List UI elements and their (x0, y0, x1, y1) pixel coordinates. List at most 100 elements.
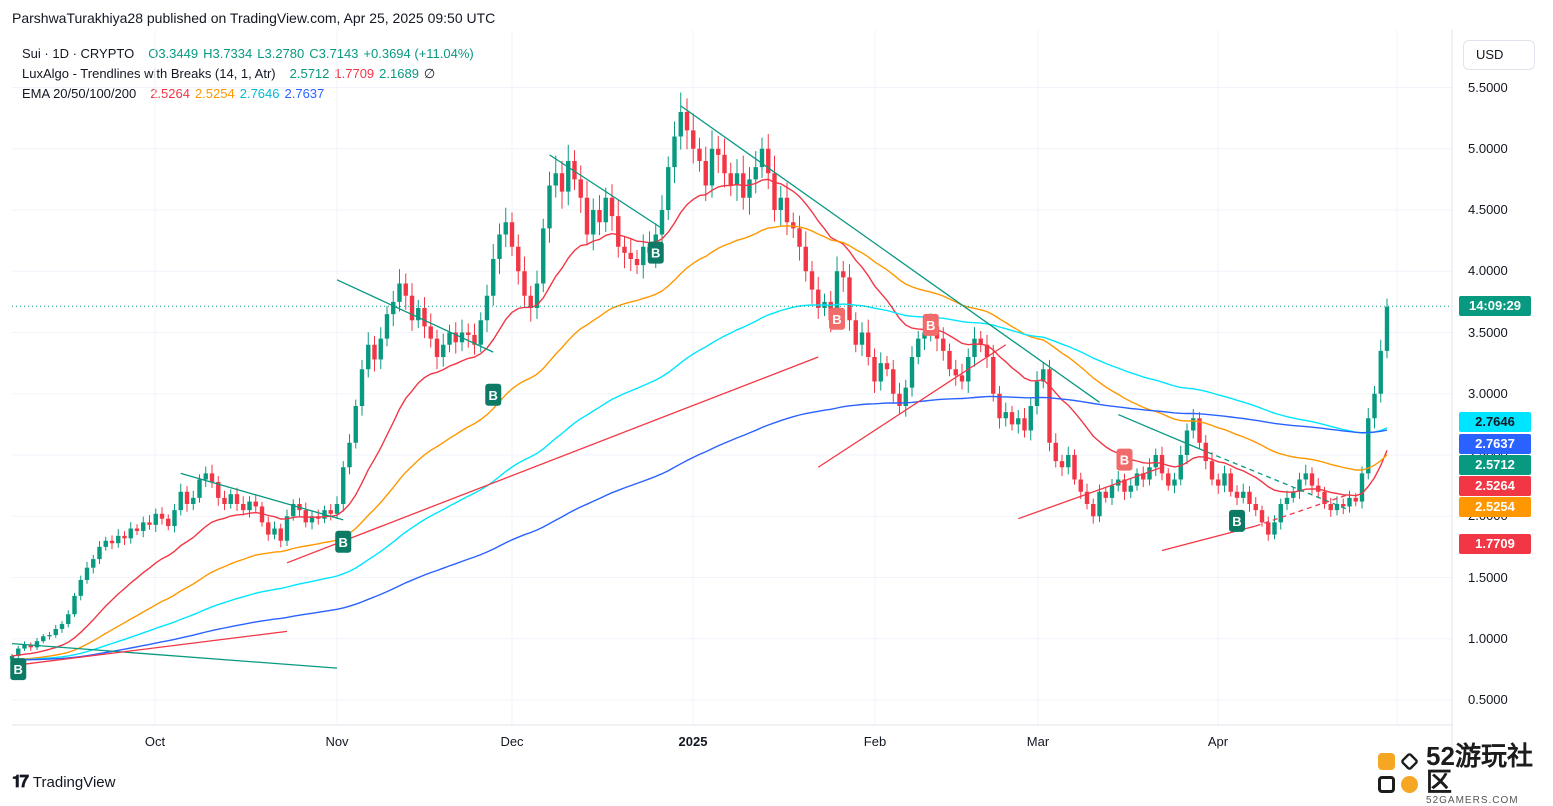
candle-body (209, 473, 215, 482)
candle (853, 312, 858, 353)
candle (1297, 472, 1302, 500)
candle (428, 313, 433, 348)
candle (1091, 498, 1096, 524)
legend-high: H3.7334 (203, 46, 253, 61)
candle (584, 180, 590, 246)
candle-body (984, 344, 990, 357)
candle-body (291, 504, 296, 517)
candle-body (447, 332, 452, 345)
uptrend-line (286, 356, 819, 564)
candle-body (41, 636, 46, 642)
candle-body (278, 528, 283, 541)
candle-body (516, 246, 521, 272)
indicator-price-tag: 1.7709 (1459, 534, 1531, 554)
legend-luxalgo-label[interactable]: LuxAlgo - Trendlines with Breaks (14, 1,… (22, 66, 276, 81)
candle-body (1234, 491, 1240, 498)
signal-box (647, 241, 664, 264)
legend-luxalgo-row: LuxAlgo - Trendlines with Breaks (14, 1,… (22, 64, 474, 84)
candle-body (628, 252, 633, 259)
candle (209, 464, 215, 488)
candle-body (878, 363, 883, 382)
candle (747, 167, 752, 215)
candle-body (797, 228, 802, 247)
candle-body (716, 148, 721, 155)
candle-body (197, 479, 202, 498)
candle (1116, 471, 1121, 492)
signal-text: B (651, 246, 660, 261)
break-signal-label: B (829, 307, 845, 330)
candle-body (1259, 510, 1265, 523)
buy-signal-label: B (485, 383, 502, 406)
publisher-line: ParshwaTurakhiya28 published on TradingV… (12, 10, 496, 26)
signal-text: B (1232, 514, 1241, 529)
candle (559, 160, 565, 209)
legend-symbol-row: Sui · 1D · CRYPTO O3.3449 H3.7334 L3.278… (22, 44, 474, 64)
candle (403, 273, 408, 310)
candle-body (541, 228, 546, 284)
buy-signal-label: B (335, 530, 352, 553)
candle-body (1128, 485, 1133, 492)
candle-body (472, 334, 477, 345)
signal-box (485, 383, 502, 406)
candle (1109, 479, 1115, 505)
candle-body (53, 628, 58, 636)
candle (803, 231, 808, 282)
uptrend-line (11, 630, 288, 667)
candle (1209, 452, 1215, 486)
candle-body (466, 332, 471, 335)
candle (416, 299, 421, 329)
candle-body (122, 535, 127, 539)
candle-body (709, 148, 715, 186)
candle-body (1203, 442, 1208, 462)
candle-body (1334, 504, 1340, 511)
candle-body (341, 467, 346, 504)
candle-body (1309, 473, 1315, 486)
candle-body (491, 259, 496, 296)
price-tick-label: 5.5000 (1468, 79, 1508, 95)
candle-body (897, 393, 902, 406)
candle (547, 171, 552, 243)
candle-body (234, 494, 240, 504)
candle (116, 529, 121, 548)
candle-body (953, 369, 958, 376)
candle-body (172, 510, 177, 527)
candle (1141, 466, 1146, 488)
candle (509, 212, 515, 257)
candle-body (891, 369, 896, 394)
watermark-title: 52游玩社区 (1426, 741, 1533, 797)
legend-change: +0.3694 (+11.04%) (363, 46, 474, 61)
candle (378, 327, 383, 370)
tradingview-brand[interactable]: 𝟏𝟕 TradingView (12, 772, 115, 792)
candle (234, 487, 240, 511)
candle-body (384, 314, 390, 339)
legend-ema-value: 2.5264 (150, 86, 190, 101)
candle (1259, 505, 1265, 527)
candle-body (991, 357, 996, 394)
candle-body (853, 320, 858, 345)
candle (153, 508, 158, 532)
candle-body (397, 283, 402, 302)
candle-body (228, 494, 233, 504)
buy-signal-label: B (647, 241, 664, 264)
candle-body (1378, 350, 1383, 394)
candle-body (497, 234, 502, 259)
candle (566, 144, 571, 206)
downtrend-line (11, 643, 338, 669)
candle (1128, 478, 1133, 499)
candle (1003, 402, 1008, 427)
legend-ema-label[interactable]: EMA 20/50/100/200 (22, 86, 137, 101)
candle (878, 352, 883, 391)
candle-body (47, 635, 52, 637)
currency-selector[interactable]: USD (1463, 40, 1535, 70)
legend-symbol[interactable]: Sui · 1D · CRYPTO (22, 46, 135, 61)
candle-body (703, 161, 708, 186)
candle-body (116, 535, 121, 544)
signal-box (1229, 509, 1245, 532)
candle-body (947, 350, 952, 370)
candle (47, 632, 52, 640)
candle (909, 346, 915, 397)
candle (791, 212, 796, 238)
candle-body (691, 130, 696, 149)
indicator-price-tag: 2.7646 (1459, 412, 1531, 432)
